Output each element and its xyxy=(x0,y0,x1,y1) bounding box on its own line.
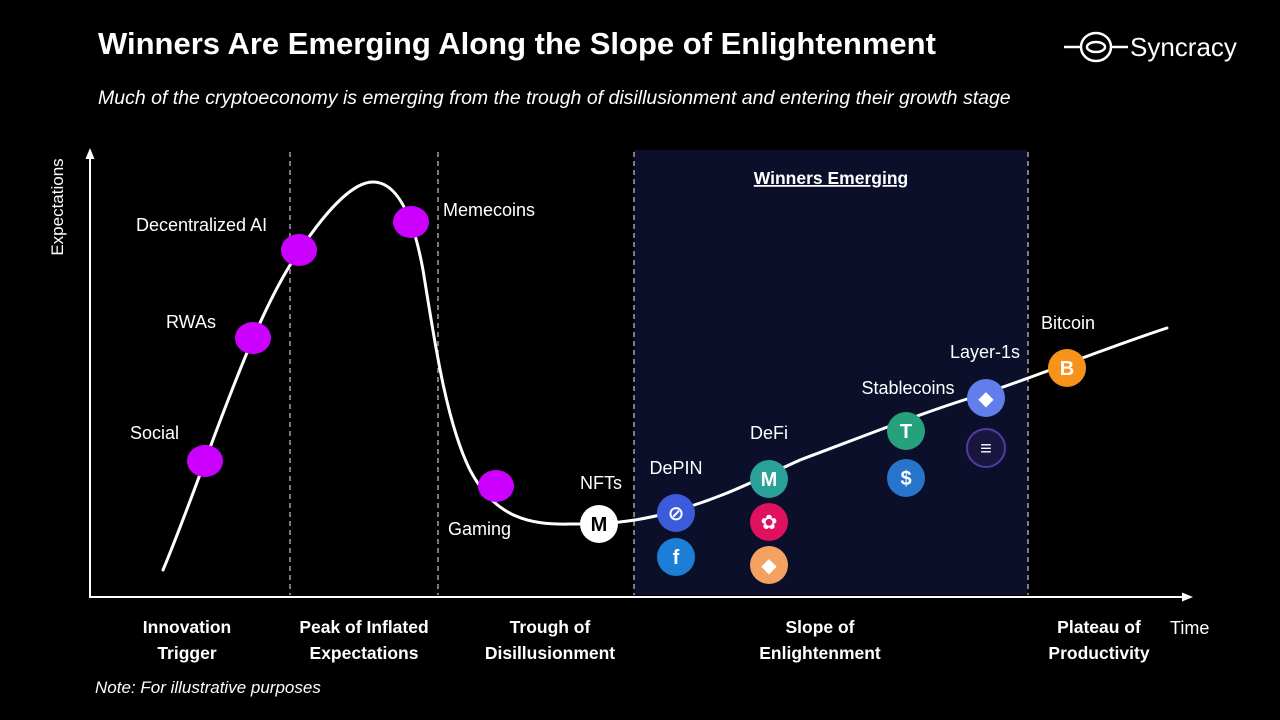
point-label-social: Social xyxy=(130,423,179,443)
phase-label-2: Peak of Inflated Expectations xyxy=(299,617,428,663)
page-subtitle: Much of the cryptoeconomy is emerging fr… xyxy=(98,87,1011,109)
point-label-stablecoins: Stablecoins xyxy=(861,378,954,398)
point-markers: M ⊘ f M ✿ ◆ T $ ◆ ≡ B xyxy=(187,206,1086,584)
layer-1s-logo-glyph-2: ≡ xyxy=(980,438,992,460)
x-axis-arrow xyxy=(1182,592,1193,602)
stablecoins-logo-icon-2: $ xyxy=(887,459,925,497)
syncracy-logo-icon xyxy=(1064,31,1128,63)
rwas-marker xyxy=(235,322,271,354)
nfts-logo-glyph: M xyxy=(591,514,608,536)
stablecoins-logo-glyph-1: T xyxy=(900,421,912,443)
y-axis-arrow xyxy=(85,148,95,159)
depin-logo-icon-1: ⊘ xyxy=(657,494,695,532)
defi-logo-glyph-3: ◆ xyxy=(761,555,777,577)
layer-1s-logo-icon-1: ◆ xyxy=(967,379,1005,417)
winners-emerging-region xyxy=(634,150,1028,595)
stablecoins-logo-glyph-2: $ xyxy=(900,468,911,490)
point-label-defi: DeFi xyxy=(750,423,788,443)
defi-logo-icon-1: M xyxy=(750,460,788,498)
memecoins-marker xyxy=(393,206,429,238)
point-label-bitcoin: Bitcoin xyxy=(1041,313,1095,333)
winners-emerging-label: Winners Emerging xyxy=(754,168,908,188)
depin-logo-glyph-1: ⊘ xyxy=(668,503,685,525)
point-label-depin: DePIN xyxy=(649,458,702,478)
social-marker xyxy=(187,445,223,477)
point-label-decentralized-ai: Decentralized AI xyxy=(136,215,267,235)
point-label-nfts: NFTs xyxy=(580,473,622,493)
depin-logo-icon-2: f xyxy=(657,538,695,576)
depin-logo-glyph-2: f xyxy=(673,547,680,569)
layer-1s-logo-icon-2: ≡ xyxy=(966,428,1006,468)
syncracy-logo: Syncracy xyxy=(1064,28,1254,68)
axes xyxy=(85,148,1193,602)
defi-logo-glyph-1: M xyxy=(761,469,778,491)
defi-logo-icon-2: ✿ xyxy=(750,503,788,541)
phase-labels: Innovation Trigger Peak of Inflated Expecta… xyxy=(143,617,1150,663)
point-label-memecoins: Memecoins xyxy=(443,200,535,220)
defi-logo-glyph-2: ✿ xyxy=(761,512,778,534)
point-label-gaming: Gaming xyxy=(448,519,511,539)
point-labels: Social RWAs Decentralized AI Memecoins Gamin… xyxy=(130,200,1095,539)
phase-label-5: Plateau of Productivity xyxy=(1048,617,1149,663)
page-title: Winners Are Emerging Along the Slope of … xyxy=(98,26,936,61)
decentralized-ai-marker xyxy=(281,234,317,266)
gaming-marker xyxy=(478,470,514,502)
y-axis-label: Expectations xyxy=(48,158,67,255)
nfts-logo-icon: M xyxy=(580,505,618,543)
x-axis-label: Time xyxy=(1170,618,1209,638)
stablecoins-logo-icon-1: T xyxy=(887,412,925,450)
point-label-rwas: RWAs xyxy=(166,312,216,332)
brand-name: Syncracy xyxy=(1130,32,1237,62)
phase-label-3: Trough of Disillusionment xyxy=(485,617,615,663)
bitcoin-logo-glyph: B xyxy=(1060,358,1074,380)
point-label-layer-1s: Layer-1s xyxy=(950,342,1020,362)
defi-logo-icon-3: ◆ xyxy=(750,546,788,584)
phase-label-4: Slope of Enlightenment xyxy=(759,617,881,663)
phase-label-1: Innovation Trigger xyxy=(143,617,231,663)
bitcoin-logo-icon: B xyxy=(1048,349,1086,387)
layer-1s-logo-glyph-1: ◆ xyxy=(978,388,994,410)
footnote: Note: For illustrative purposes xyxy=(95,678,321,697)
